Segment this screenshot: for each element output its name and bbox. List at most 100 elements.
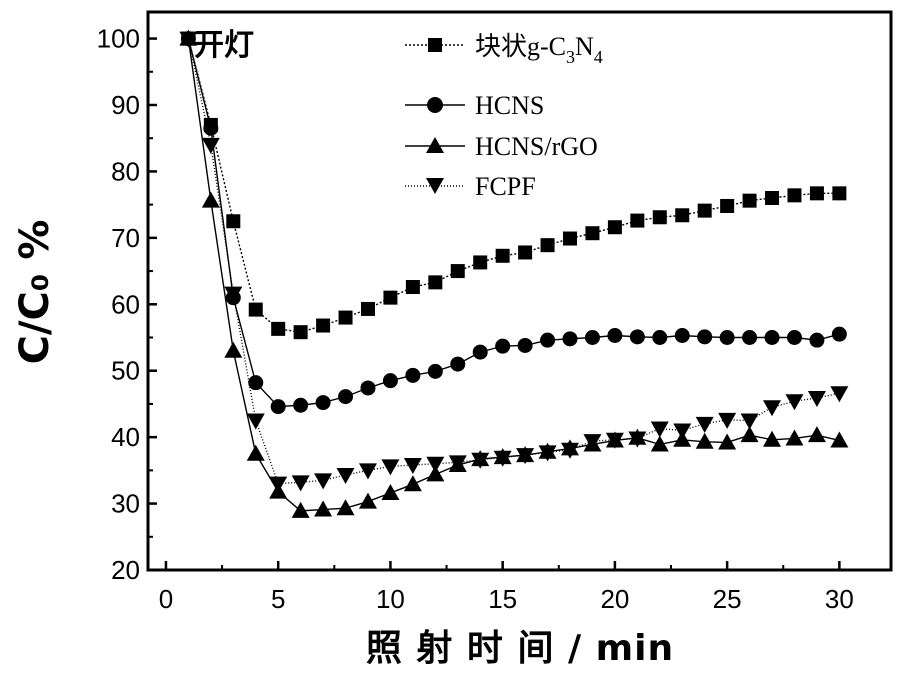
y-tick-label: 50 <box>111 356 140 386</box>
y-axis-title: C/C₀ % <box>12 220 58 365</box>
data-point <box>269 476 288 493</box>
series-square <box>181 31 847 340</box>
y-tick-label: 40 <box>111 422 140 452</box>
data-point <box>832 186 847 201</box>
series-layer <box>179 29 849 518</box>
data-point <box>697 203 712 218</box>
data-point <box>628 431 647 448</box>
y-tick-label: 20 <box>111 555 140 585</box>
legend-marker-triangle-up <box>426 137 444 153</box>
data-point <box>246 413 265 430</box>
data-point <box>203 120 219 136</box>
x-tick-label: 20 <box>600 584 629 614</box>
data-point <box>293 397 309 413</box>
y-tick-label: 80 <box>111 156 140 186</box>
data-point <box>381 459 400 476</box>
data-point <box>605 432 624 449</box>
data-point <box>495 338 511 354</box>
data-point <box>763 400 782 417</box>
data-point <box>652 210 667 225</box>
legend-label-bulk-g-c3n4: 块状g-C3N4 <box>475 32 603 67</box>
data-point <box>518 245 533 260</box>
data-point <box>740 413 759 430</box>
data-point <box>675 208 690 223</box>
data-point <box>383 290 398 305</box>
x-tick-label: 25 <box>713 584 742 614</box>
data-point <box>315 395 331 411</box>
data-point <box>427 363 443 379</box>
data-point <box>830 431 849 448</box>
series-triangle-down <box>179 31 849 493</box>
annotation-lights-on: 开灯 <box>194 28 254 63</box>
y-tick-label: 60 <box>111 289 140 319</box>
data-point <box>720 198 735 213</box>
legend-label-fcpf: FCPF <box>475 172 536 201</box>
data-point <box>179 31 198 48</box>
data-point <box>695 416 714 433</box>
axis-ticks <box>148 37 841 572</box>
data-point <box>428 275 443 290</box>
data-point <box>338 310 353 325</box>
data-point <box>740 426 759 443</box>
data-point <box>403 475 422 492</box>
x-axis-title: 照 射 时 间 / min <box>366 628 674 669</box>
data-point <box>224 286 243 303</box>
data-point <box>201 137 220 154</box>
legend-entry-fcpf: FCPF <box>405 172 536 201</box>
data-point <box>448 455 467 472</box>
data-point <box>718 412 737 429</box>
data-point <box>248 302 263 317</box>
data-point <box>291 501 310 518</box>
data-point <box>561 442 580 459</box>
data-point <box>495 248 510 263</box>
data-point <box>403 458 422 475</box>
legend-entry-hcns: HCNS <box>405 91 544 120</box>
data-point <box>785 429 804 446</box>
series-circle <box>180 31 847 415</box>
data-point <box>336 499 355 516</box>
data-point <box>336 468 355 485</box>
data-point <box>695 432 714 449</box>
data-point <box>652 330 668 345</box>
data-point <box>742 193 757 208</box>
data-point <box>473 255 488 270</box>
data-point <box>472 344 488 360</box>
y-tick-label: 30 <box>111 489 140 519</box>
data-point <box>382 373 398 389</box>
x-tick-label: 10 <box>376 584 405 614</box>
data-point <box>291 475 310 492</box>
data-point <box>697 329 713 345</box>
data-point <box>764 330 780 345</box>
data-point <box>405 280 420 295</box>
data-point <box>584 330 600 345</box>
data-point <box>224 341 243 358</box>
x-tick-label: 30 <box>825 584 854 614</box>
legend-marker-triangle-down <box>426 178 444 194</box>
data-point <box>765 191 780 205</box>
data-point <box>316 318 331 333</box>
y-tick-label: 100 <box>97 24 140 54</box>
data-point <box>787 188 802 203</box>
data-point <box>673 423 692 440</box>
data-point <box>338 389 354 405</box>
data-point <box>226 214 241 229</box>
data-point <box>807 426 826 443</box>
data-point <box>674 328 690 344</box>
data-point <box>471 452 490 469</box>
data-point <box>493 450 512 467</box>
data-point <box>630 213 645 228</box>
x-tick-label: 0 <box>159 584 173 614</box>
data-point <box>405 367 421 383</box>
legend-label-hcns: HCNS <box>475 91 544 120</box>
legend-marker-circle <box>427 97 443 113</box>
data-point <box>293 325 308 340</box>
data-point <box>585 226 600 241</box>
data-point <box>360 301 375 316</box>
data-point <box>358 463 377 480</box>
x-tick-label: 5 <box>271 584 285 614</box>
data-point <box>607 328 623 344</box>
plot-frame <box>146 10 893 572</box>
data-point <box>562 331 578 347</box>
data-point <box>358 492 377 509</box>
